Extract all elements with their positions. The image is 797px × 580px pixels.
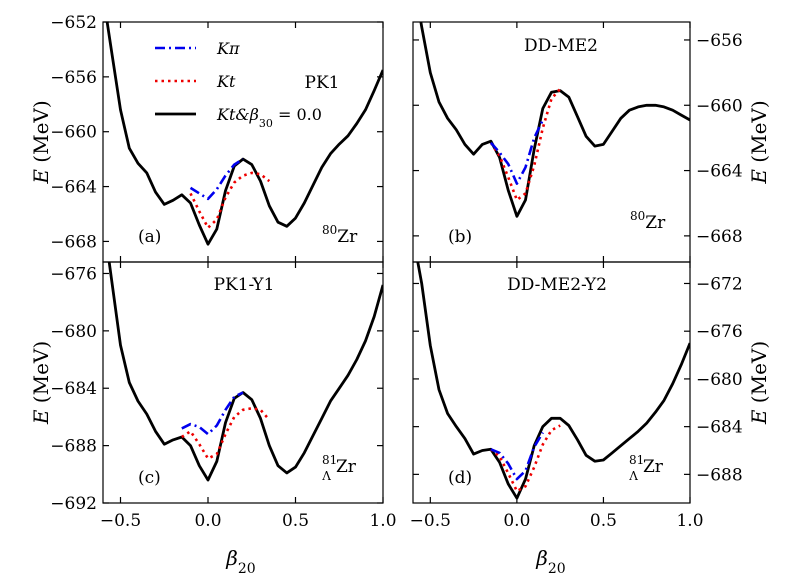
plot-frame [102, 261, 384, 504]
series-group [105, 22, 383, 246]
y-tick-label: −668 [696, 227, 743, 247]
x-axis-title-right: β20 [535, 546, 565, 577]
x-tick-label: 0.0 [194, 511, 221, 531]
y-tick-label: −660 [696, 96, 743, 116]
series-line-k-pi [490, 431, 544, 481]
y-tick-label: −668 [50, 232, 97, 252]
x-tick-label: −0.5 [100, 511, 141, 531]
panel-label: (c) [138, 468, 161, 488]
panel-label: (d) [448, 468, 472, 488]
series-line-k-t [489, 88, 562, 202]
legend-label: Kπ [216, 39, 240, 58]
y-tick-label: −692 [50, 494, 97, 514]
panel-label: (a) [138, 227, 161, 247]
series-line-k-t-beta30 [107, 262, 383, 482]
y-axis-title: E (MeV) [29, 100, 53, 184]
nucleus-label: 80Zr [630, 209, 666, 233]
nucleus-label: 81 Λ Zr [628, 453, 663, 483]
y-tick-label: −656 [50, 68, 97, 88]
panel-label: (b) [448, 227, 472, 247]
y-tick-label: −656 [696, 31, 743, 51]
plot-frame [412, 261, 691, 504]
y-tick-label: −684 [50, 379, 97, 399]
nucleus-label: 81 Λ Zr [321, 453, 356, 483]
y-tick-label: −688 [696, 465, 743, 485]
legend-item-k_pi: Kπ [155, 39, 240, 58]
series-line-k-t [181, 406, 271, 460]
y-tick-label: −688 [50, 437, 97, 457]
legend-label: Kt [216, 72, 236, 91]
legend-item-k_t: Kt [155, 72, 236, 91]
y-tick-label: −676 [696, 322, 743, 342]
y-tick-label: −680 [50, 322, 97, 342]
y-tick-label: −652 [50, 13, 97, 33]
x-tick-label: 1.0 [369, 511, 396, 531]
series-group [416, 262, 690, 500]
y-tick-label: −664 [696, 162, 743, 182]
series-line-k-pi [181, 391, 244, 436]
series-line-k-pi [189, 158, 244, 201]
series-line-k-t-beta30 [419, 22, 690, 218]
y-axis-title: E (MeV) [747, 341, 771, 425]
x-tick-label: −0.5 [410, 511, 451, 531]
nucleus-label: 80Zr [322, 223, 358, 247]
x-tick-label: 0.0 [503, 511, 530, 531]
panel-title: DD-ME2-Y2 [507, 275, 607, 295]
series-group [107, 262, 383, 482]
x-tick-label: 1.0 [676, 511, 703, 531]
panel-title: PK1-Y1 [214, 275, 275, 295]
panel-3: −676 −680 −684 −688 −692−0.5 0.0 0.5 1.0 E (MeV)… [29, 261, 397, 531]
y-tick-label: −660 [50, 123, 97, 143]
y-axis-title: E (MeV) [747, 100, 771, 184]
x-tick-label: 0.5 [590, 511, 617, 531]
x-axis-title-left: β20 [225, 546, 255, 577]
y-tick-label: −664 [50, 178, 97, 198]
y-axis-title: E (MeV) [29, 341, 53, 425]
x-tick-label: 0.5 [282, 511, 309, 531]
y-tick-label: −672 [696, 274, 743, 294]
legend-item-k_beta: Kt&β30 = 0.0 [155, 105, 322, 130]
panel-4: −672 −676 −680 −684 −688 −0.5 0.0 0.5 1.0 E (MeV)… [410, 261, 771, 531]
series-line-k-t [490, 424, 561, 493]
panel-title: PK1 [305, 73, 340, 93]
panel-2: −656 −660 −664 −668 E (MeV) (b) DD-ME2 80Zr [412, 21, 771, 263]
series-line-k-pi [489, 119, 544, 185]
series-group [419, 22, 690, 218]
panel-1: −652 −656 −660 −664 −668 E (MeV) (a) PK1 80Zr [29, 13, 384, 263]
y-tick-label: −684 [696, 418, 743, 438]
y-tick-label: −680 [696, 370, 743, 390]
panel-title: DD-ME2 [524, 36, 598, 56]
y-tick-label: −676 [50, 264, 97, 284]
series-line-k-t-beta30 [416, 262, 690, 500]
legend-label: Kt&β30 = 0.0 [216, 105, 322, 130]
legend: Kπ Kt Kt&β30 = 0.0 [155, 39, 322, 130]
